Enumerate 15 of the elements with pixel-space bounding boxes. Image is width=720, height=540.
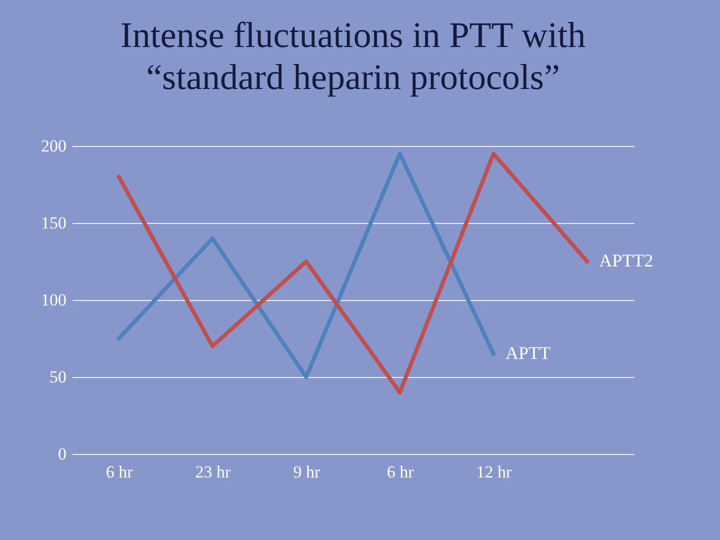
y-tick-label: 0 (58, 444, 66, 464)
y-tick-label: 150 (41, 214, 66, 232)
x-tick-label: 23 hr (195, 462, 232, 482)
line-series (116, 152, 590, 394)
series-label: APTT (506, 342, 551, 363)
x-tick-label: 12 hr (476, 462, 512, 482)
chart-title: Intense fluctuations in PTT with “standard heparin protocols” (120, 15, 586, 97)
series-label: APTT2 (599, 250, 654, 270)
x-tick-label: 9 hr (293, 462, 320, 482)
y-tick-label: 200 (41, 136, 66, 156)
line-series (116, 152, 496, 379)
y-tick-label: 50 (50, 368, 66, 386)
y-tick-label: 100 (41, 290, 66, 310)
x-tick-label: 6 hr (386, 462, 414, 482)
x-tick-label: 6 hr (106, 462, 134, 482)
